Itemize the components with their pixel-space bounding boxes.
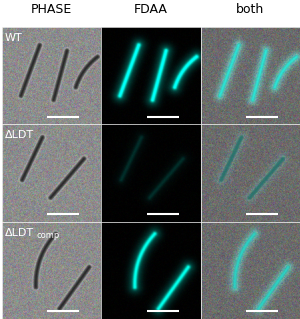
Text: both: both [236,3,264,16]
Text: comp: comp [36,232,60,241]
Text: PHASE: PHASE [31,3,72,16]
Text: FDAA: FDAA [134,3,168,16]
Text: WT: WT [4,33,22,43]
Text: ΔLDT: ΔLDT [4,130,34,140]
Text: ΔLDT: ΔLDT [4,227,34,238]
